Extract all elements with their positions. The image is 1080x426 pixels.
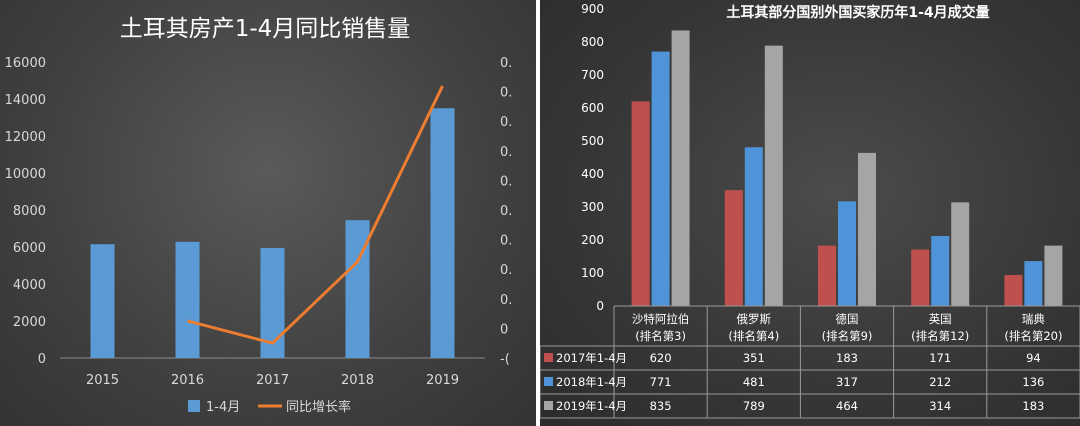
y-tick-label: 8000 bbox=[13, 204, 46, 219]
x-tick-label: 2018 bbox=[341, 373, 374, 388]
y2-tick-label: 0. bbox=[500, 86, 512, 101]
category-rank-label: (排名第12) bbox=[911, 329, 969, 343]
buyers-chart-panel: 土耳其部分国别外国买家历年1-4月成交量 900 800 700 600 500 400 30… bbox=[540, 0, 1080, 426]
y-tick-label: 200 bbox=[581, 233, 604, 247]
y-tick-label: 16000 bbox=[5, 56, 46, 71]
bar-2018年1-4月 bbox=[651, 51, 670, 306]
series-name: 2018年1-4月 bbox=[556, 375, 627, 389]
legend-label-bars: 1-4月 bbox=[206, 400, 240, 415]
legend-swatch bbox=[544, 401, 553, 410]
sales-chart-panel: 土耳其房产1-4月同比销售量 16000 14000 12000 10000 8000 60… bbox=[0, 0, 536, 426]
y2-tick-label: 0. bbox=[500, 263, 512, 278]
legend-label-line: 同比增长率 bbox=[286, 399, 351, 415]
y-tick-label: 800 bbox=[581, 35, 604, 49]
chart-title: 土耳其房产1-4月同比销售量 bbox=[120, 16, 411, 42]
y-tick-label: 6000 bbox=[13, 241, 46, 256]
y-tick-label: 300 bbox=[581, 200, 604, 214]
data-label: 317 bbox=[836, 375, 858, 389]
y2-tick-label: 0. bbox=[500, 234, 512, 249]
bar-2018年1-4月 bbox=[838, 201, 856, 306]
y2-tick-label: 0. bbox=[500, 115, 512, 130]
category-rank-label: (排名第9) bbox=[822, 329, 873, 343]
y-tick-label: 2000 bbox=[13, 315, 46, 330]
data-label: 464 bbox=[836, 399, 858, 413]
bar-2017年1-4月 bbox=[631, 101, 650, 307]
y2-tick-label: 0. bbox=[500, 174, 512, 189]
data-label: 94 bbox=[1026, 351, 1041, 365]
data-label: 183 bbox=[836, 351, 858, 365]
category-rank-label: (排名第20) bbox=[1004, 329, 1062, 343]
category-rank-label: (排名第3) bbox=[635, 329, 686, 343]
series-name: 2019年1-4月 bbox=[556, 399, 627, 413]
y-tick-label: 14000 bbox=[5, 93, 46, 108]
data-label: 481 bbox=[743, 375, 765, 389]
y2-tick-label: -( bbox=[500, 352, 510, 367]
x-tick-label: 2017 bbox=[256, 373, 289, 388]
category-rank-label: (排名第4) bbox=[728, 329, 779, 343]
bar-2017年1-4月 bbox=[1004, 274, 1023, 306]
y-tick-label: 0 bbox=[596, 299, 604, 313]
bar-2017年1-4月 bbox=[724, 190, 743, 306]
category-label: 德国 bbox=[836, 312, 859, 326]
category-label: 沙特阿拉伯 bbox=[632, 312, 690, 326]
bar-2019年1-4月 bbox=[764, 45, 783, 306]
growth-rate-line bbox=[187, 85, 444, 345]
y2-tick-label: 0. bbox=[500, 293, 512, 308]
chart-title: 土耳其部分国别外国买家历年1-4月成交量 bbox=[726, 4, 989, 21]
data-label: 351 bbox=[743, 351, 765, 365]
bar-2018 bbox=[345, 220, 370, 358]
bar-2018年1-4月 bbox=[744, 147, 763, 306]
data-label: 789 bbox=[743, 399, 765, 413]
legend-swatch-bars bbox=[188, 400, 200, 412]
data-label: 212 bbox=[929, 375, 951, 389]
y2-tick-label: 0. bbox=[500, 56, 512, 71]
data-label: 835 bbox=[650, 399, 672, 413]
series-name: 2017年1-4月 bbox=[556, 351, 627, 365]
y-tick-label: 400 bbox=[581, 167, 604, 181]
bar-2019年1-4月 bbox=[951, 202, 970, 306]
x-tick-label: 2019 bbox=[426, 373, 459, 388]
y-tick-label: 10000 bbox=[5, 167, 46, 182]
buyers-chart: 土耳其部分国别外国买家历年1-4月成交量 900 800 700 600 500 400 30… bbox=[540, 2, 1080, 419]
bar-2016 bbox=[175, 241, 200, 358]
bar-2018年1-4月 bbox=[931, 236, 950, 306]
sales-chart: 土耳其房产1-4月同比销售量 16000 14000 12000 10000 8000 60… bbox=[5, 16, 513, 415]
category-label: 英国 bbox=[929, 312, 952, 326]
bar-2017年1-4月 bbox=[818, 245, 836, 306]
y-tick-label: 4000 bbox=[13, 278, 46, 293]
y2-tick-label: 0 bbox=[500, 322, 508, 337]
x-tick-label: 2015 bbox=[86, 373, 119, 388]
data-label: 771 bbox=[650, 375, 672, 389]
bar-2019 bbox=[430, 108, 455, 358]
y-tick-label: 12000 bbox=[5, 130, 46, 145]
x-tick-label: 2016 bbox=[171, 373, 204, 388]
y-tick-label: 900 bbox=[581, 2, 604, 16]
data-label: 314 bbox=[929, 399, 951, 413]
y-tick-label: 100 bbox=[581, 266, 604, 280]
y-tick-label: 500 bbox=[581, 134, 604, 148]
legend-swatch bbox=[544, 377, 553, 386]
bar-2019年1-4月 bbox=[858, 152, 876, 306]
bar-2015 bbox=[90, 244, 115, 358]
y-tick-label: 600 bbox=[581, 101, 604, 115]
y-tick-label: 700 bbox=[581, 68, 604, 82]
bar-2019年1-4月 bbox=[1044, 245, 1063, 306]
legend-swatch bbox=[544, 353, 553, 362]
category-label: 俄罗斯 bbox=[737, 312, 772, 326]
data-label: 620 bbox=[650, 351, 672, 365]
y2-tick-label: 0. bbox=[500, 204, 512, 219]
data-label: 136 bbox=[1022, 375, 1044, 389]
bar-2018年1-4月 bbox=[1024, 261, 1043, 306]
bar-2017年1-4月 bbox=[911, 249, 930, 306]
y2-tick-label: 0. bbox=[500, 145, 512, 160]
bar-2019年1-4月 bbox=[671, 30, 690, 306]
y-tick-label: 0 bbox=[38, 352, 46, 367]
category-label: 瑞典 bbox=[1022, 312, 1045, 326]
data-label: 183 bbox=[1022, 399, 1044, 413]
data-label: 171 bbox=[929, 351, 951, 365]
